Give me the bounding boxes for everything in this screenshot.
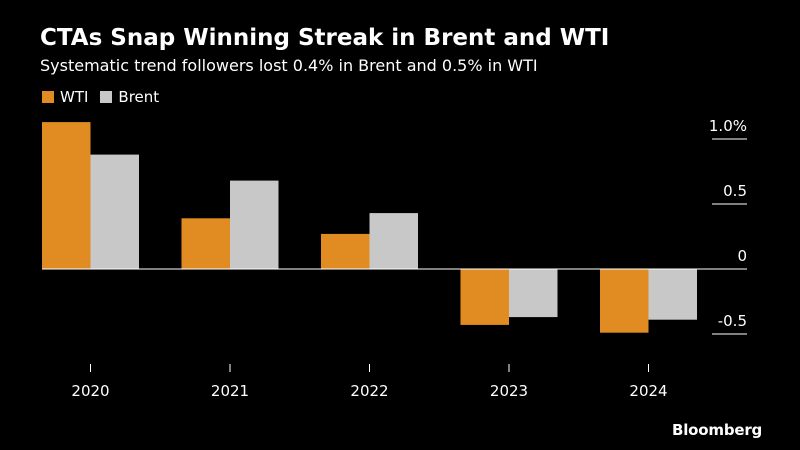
bar-wti-2023 bbox=[460, 269, 509, 325]
legend-item-wti: WTI bbox=[42, 88, 88, 106]
y-tick-label-0.5: 0.5 bbox=[723, 182, 747, 200]
x-tick-label-2022: 2022 bbox=[350, 382, 388, 400]
chart-subtitle: Systematic trend followers lost 0.4% in … bbox=[40, 56, 538, 75]
legend-swatch-brent bbox=[100, 91, 113, 103]
y-tick-label--0.5: -0.5 bbox=[718, 312, 747, 330]
bar-brent-2022 bbox=[369, 213, 418, 269]
x-tick-label-2024: 2024 bbox=[629, 382, 667, 400]
chart-title: CTAs Snap Winning Streak in Brent and WT… bbox=[40, 25, 610, 51]
x-tick-label-2021: 2021 bbox=[211, 382, 249, 400]
source-logo: Bloomberg bbox=[672, 421, 763, 439]
bar-brent-2020 bbox=[90, 154, 139, 269]
bar-brent-2021 bbox=[230, 180, 279, 269]
legend-label-brent: Brent bbox=[118, 88, 160, 106]
legend-label-wti: WTI bbox=[60, 88, 89, 106]
bar-wti-2022 bbox=[321, 233, 370, 269]
bar-brent-2024 bbox=[648, 269, 697, 320]
x-tick-label-2020: 2020 bbox=[71, 382, 109, 400]
bar-wti-2021 bbox=[181, 218, 230, 269]
bar-wti-2024 bbox=[600, 269, 649, 333]
legend: WTI Brent bbox=[42, 88, 171, 106]
legend-item-brent: Brent bbox=[100, 88, 159, 106]
y-tick-label-0: 0 bbox=[737, 247, 747, 265]
x-tick-label-2023: 2023 bbox=[490, 382, 528, 400]
legend-swatch-wti bbox=[42, 91, 54, 103]
y-tick-label-1.0%: 1.0% bbox=[709, 117, 747, 135]
bar-brent-2023 bbox=[509, 269, 558, 318]
bar-wti-2020 bbox=[42, 122, 91, 269]
